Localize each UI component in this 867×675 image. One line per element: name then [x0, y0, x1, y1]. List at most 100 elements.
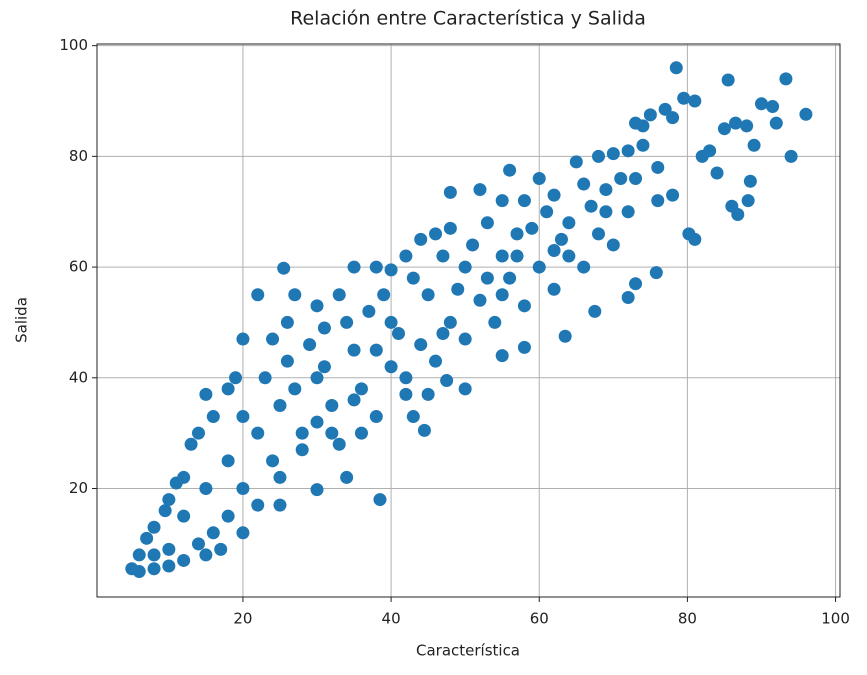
scatter-point: [429, 354, 443, 368]
scatter-point: [525, 221, 539, 235]
scatter-point: [677, 91, 691, 105]
scatter-point: [206, 526, 220, 540]
scatter-point: [251, 288, 265, 302]
scatter-point: [784, 149, 798, 163]
scatter-point: [799, 107, 813, 121]
scatter-point: [125, 562, 139, 576]
scatter-point: [440, 374, 454, 388]
scatter-point: [414, 232, 428, 246]
scatter-point: [666, 111, 680, 125]
scatter-point: [214, 542, 228, 556]
scatter-point: [147, 548, 161, 562]
scatter-point: [592, 149, 606, 163]
scatter-point: [384, 360, 398, 374]
chart-title: Relación entre Característica y Salida: [290, 8, 646, 30]
scatter-point: [310, 299, 324, 313]
scatter-point: [495, 249, 509, 263]
scatter-point: [229, 371, 243, 385]
scatter-point: [517, 340, 531, 354]
scatter-point: [303, 338, 317, 352]
scatter-point: [606, 147, 620, 161]
scatter-point: [547, 243, 561, 257]
y-tick-label: 40: [69, 368, 88, 386]
scatter-point: [688, 94, 702, 108]
scatter-point: [473, 183, 487, 197]
scatter-point: [417, 423, 431, 437]
scatter-point: [206, 410, 220, 424]
scatter-point: [510, 227, 524, 241]
scatter-point: [649, 266, 663, 280]
scatter-point: [236, 482, 250, 496]
scatter-point: [466, 238, 480, 252]
scatter-point: [436, 249, 450, 263]
scatter-point: [369, 260, 383, 274]
scatter-point: [140, 531, 154, 545]
scatter-point: [288, 288, 302, 302]
scatter-point: [347, 260, 361, 274]
scatter-point: [347, 343, 361, 357]
scatter-point: [458, 332, 472, 346]
scatter-point: [741, 194, 755, 208]
scatter-point: [517, 299, 531, 313]
scatter-point: [443, 221, 457, 235]
scatter-point: [273, 498, 287, 512]
scatter-point: [266, 332, 280, 346]
scatter-point: [414, 338, 428, 352]
scatter-point: [443, 315, 457, 329]
scatter-point: [384, 315, 398, 329]
scatter-point: [191, 426, 205, 440]
scatter-point: [177, 470, 191, 484]
scatter-point: [362, 304, 376, 318]
scatter-point: [162, 559, 176, 573]
scatter-point: [743, 174, 757, 188]
scatter-point: [592, 227, 606, 241]
scatter-point: [199, 387, 213, 401]
scatter-point: [295, 426, 309, 440]
scatter-point: [332, 437, 346, 451]
scatter-point: [221, 509, 235, 523]
scatter-point: [162, 542, 176, 556]
scatter-point: [236, 332, 250, 346]
scatter-point: [451, 282, 465, 296]
scatter-point: [236, 526, 250, 540]
scatter-point: [710, 166, 724, 180]
scatter-point: [703, 144, 717, 158]
scatter-point: [391, 327, 405, 341]
x-tick-label: 60: [530, 610, 549, 628]
scatter-point: [510, 249, 524, 263]
x-tick-label: 20: [233, 610, 252, 628]
scatter-point: [251, 426, 265, 440]
scatter-point: [399, 387, 413, 401]
scatter-point: [729, 116, 743, 130]
scatter-point: [280, 354, 294, 368]
x-tick-label: 40: [382, 610, 401, 628]
scatter-point: [503, 163, 517, 177]
scatter-point: [399, 371, 413, 385]
scatter-point: [369, 343, 383, 357]
scatter-point: [147, 520, 161, 534]
scatter-point: [317, 321, 331, 335]
x-axis-label: Característica: [416, 642, 520, 660]
scatter-point: [340, 315, 354, 329]
scatter-point: [310, 483, 324, 497]
scatter-point: [221, 454, 235, 468]
scatter-point: [236, 410, 250, 424]
scatter-point: [177, 553, 191, 567]
scatter-point: [621, 144, 635, 158]
scatter-point: [429, 227, 443, 241]
scatter-point: [547, 282, 561, 296]
scatter-point: [377, 288, 391, 302]
scatter-point: [629, 277, 643, 291]
scatter-point: [347, 393, 361, 407]
scatter-point: [495, 194, 509, 208]
scatter-point: [354, 426, 368, 440]
scatter-point: [766, 100, 780, 114]
plot-frame: [96, 43, 841, 598]
scatter-point: [295, 443, 309, 457]
scatter-point: [588, 304, 602, 318]
scatter-point: [288, 382, 302, 396]
scatter-point: [554, 232, 568, 246]
scatter-point: [443, 185, 457, 199]
scatter-point: [577, 177, 591, 191]
scatter-point: [458, 260, 472, 274]
